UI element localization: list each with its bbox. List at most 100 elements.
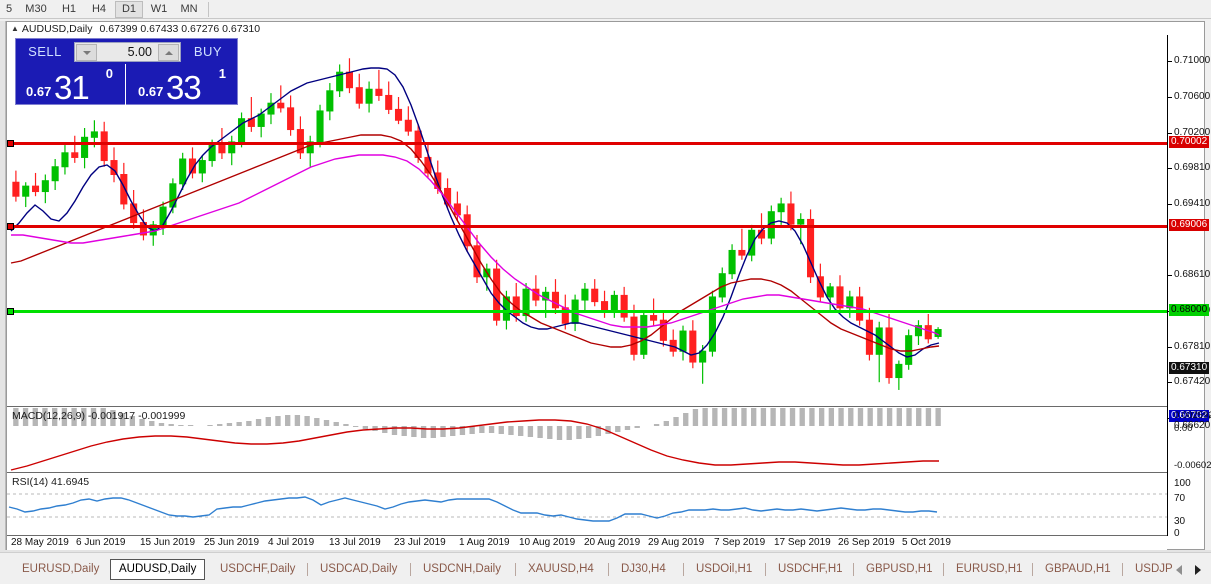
ma-medium-line	[10, 134, 940, 352]
chart-tab-usdoil-h1[interactable]: USDOil,H1	[696, 563, 753, 575]
tab-divider	[608, 563, 609, 576]
scale-label-3: 0.69810	[1174, 162, 1211, 173]
candle-body	[748, 229, 756, 256]
chart-tab-usdjpy[interactable]: USDJP	[1135, 563, 1173, 575]
date-label: 26 Sep 2019	[838, 537, 895, 548]
buy-button[interactable]: BUY	[193, 44, 223, 59]
date-label: 25 Jun 2019	[204, 537, 260, 548]
candle-body	[502, 296, 510, 321]
chart-tab-eurusd-h1[interactable]: EURUSD,H1	[956, 563, 1023, 575]
chart-tab-usdcad-daily[interactable]: USDCAD,Daily	[320, 563, 398, 575]
chevron-up-icon	[164, 50, 173, 55]
nav-arrow-right-icon[interactable]	[1195, 565, 1201, 575]
volume-increment-button[interactable]	[158, 44, 179, 61]
candle-body	[708, 296, 716, 352]
tab-divider	[683, 563, 684, 576]
chart-symbol-label: AUDUSD,Daily	[21, 23, 93, 35]
candle-body	[640, 315, 648, 355]
volume-input[interactable]: 5.00	[127, 45, 152, 59]
chart-tab-usdchf-daily[interactable]: USDCHF,Daily	[220, 563, 296, 575]
rsi-pane[interactable]: RSI(14) 41.6945	[7, 474, 1167, 536]
buy-price-prefix: 0.67	[138, 84, 164, 99]
price-marker-resistance-69006[interactable]: 0.69006	[1169, 219, 1210, 231]
candle-body	[512, 296, 520, 317]
price-marker-resistance-70002[interactable]: 0.70002	[1169, 136, 1210, 148]
level-handle[interactable]	[7, 223, 14, 230]
scale-label-7: 0.67810	[1174, 341, 1211, 352]
timeframe-mn[interactable]: MN	[180, 3, 198, 15]
rsi-scale-label-30: 30	[1174, 516, 1186, 527]
chart-tab-audusd-daily[interactable]: AUDUSD,Daily	[110, 559, 206, 580]
rsi-scale-label-70: 70	[1174, 493, 1186, 504]
candle-body	[238, 118, 246, 143]
timeframe-m30[interactable]: M30	[25, 3, 47, 15]
scale-tick	[1168, 204, 1172, 205]
timeframe-w1[interactable]: W1	[150, 3, 168, 15]
price-marker-support-66702[interactable]: 0.66702	[1169, 410, 1210, 422]
buy-price-display[interactable]: 0.67 33 1	[128, 64, 238, 105]
chart-tab-usdchf-h1[interactable]: USDCHF,H1	[778, 563, 843, 575]
level-line-resistance-69006[interactable]	[7, 223, 1167, 230]
chart-tab-dj30-h4[interactable]: DJ30,H4	[621, 563, 666, 575]
candle-body	[130, 203, 138, 224]
rsi-svg	[7, 493, 1167, 522]
level-line-resistance-70002[interactable]	[7, 140, 1167, 147]
rsi-line	[8, 496, 938, 522]
bottom-gutter	[0, 550, 1211, 552]
timeframe-h1[interactable]: H1	[61, 3, 77, 15]
level-handle[interactable]	[7, 308, 14, 315]
candle-body	[365, 88, 373, 104]
price-scale[interactable]: 0.71000 0.70600 0.70200 0.69810 0.69410 …	[1167, 35, 1211, 539]
macd-label: MACD(12,26,9) -0.001917 -0.001999	[12, 410, 186, 422]
date-label: 17 Sep 2019	[774, 537, 831, 548]
date-label: 5 Oct 2019	[902, 537, 951, 548]
macd-scale-label-max: 0.002592	[1174, 410, 1211, 421]
level-handle[interactable]	[7, 140, 14, 147]
chart-tab-xauusd-h4[interactable]: XAUUSD,H4	[528, 563, 594, 575]
chart-tab-gbpaud-h1[interactable]: GBPAUD,H1	[1045, 563, 1111, 575]
sell-price-display[interactable]: 0.67 31 0	[16, 64, 126, 105]
sell-button[interactable]: SELL	[28, 44, 62, 59]
tab-divider	[943, 563, 944, 576]
candle-body	[738, 249, 746, 256]
date-label: 1 Aug 2019	[459, 537, 510, 548]
nav-arrow-left-icon[interactable]	[1176, 565, 1182, 575]
chart-tab-gbpusd-h1[interactable]: GBPUSD,H1	[866, 563, 933, 575]
candle-body	[895, 363, 903, 379]
timeframe-h4[interactable]: H4	[91, 3, 107, 15]
candle-body	[728, 249, 736, 275]
volume-decrement-button[interactable]	[76, 44, 97, 61]
candle-body	[620, 294, 628, 318]
chart-window: ▲ AUDUSD,Daily 0.67399 0.67433 0.67276 0.6…	[6, 21, 1211, 550]
candle-body	[885, 327, 893, 379]
chart-tab-eurusd-daily[interactable]: EURUSD,Daily	[22, 563, 100, 575]
sell-price-prefix: 0.67	[26, 84, 52, 99]
timeframe-toolbar: 5 M30 H1 H4 D1 W1 MN	[0, 0, 1211, 19]
scale-label-8: 0.67420	[1174, 376, 1211, 387]
level-line-support-68000[interactable]	[7, 308, 1167, 315]
date-label: 23 Jul 2019	[394, 537, 446, 548]
one-click-trading-panel[interactable]: SELL 5.00 BUY 0.67 31 0 0.67 33 1	[15, 38, 238, 105]
candle-body	[807, 218, 815, 278]
volume-stepper[interactable]: 5.00	[74, 42, 181, 62]
candle-body	[218, 144, 226, 154]
scale-tick	[1168, 347, 1172, 348]
chart-tab-bar: EURUSD,Daily AUDUSD,Daily USDCHF,Daily U…	[0, 552, 1211, 584]
candle-body	[287, 107, 295, 131]
price-marker-support-68000[interactable]: 0.68000	[1169, 304, 1210, 316]
macd-pane[interactable]: MACD(12,26,9) -0.001917 -0.001999	[7, 408, 1167, 473]
sell-price-main: 31	[54, 69, 90, 105]
chevron-down-icon	[82, 50, 91, 55]
candle-body	[865, 319, 873, 355]
date-label: 15 Jun 2019	[140, 537, 196, 548]
candle-body	[81, 136, 89, 158]
collapse-triangle-icon[interactable]: ▲	[11, 24, 19, 33]
timeframe-d1[interactable]: D1	[115, 1, 143, 18]
chart-tab-usdcnh-daily[interactable]: USDCNH,Daily	[423, 563, 501, 575]
candle-body	[816, 276, 824, 298]
candle-body	[659, 319, 667, 341]
timeframe-m15[interactable]: 5	[5, 3, 13, 15]
candle-body	[836, 286, 844, 309]
buy-price-fraction: 1	[218, 66, 226, 81]
